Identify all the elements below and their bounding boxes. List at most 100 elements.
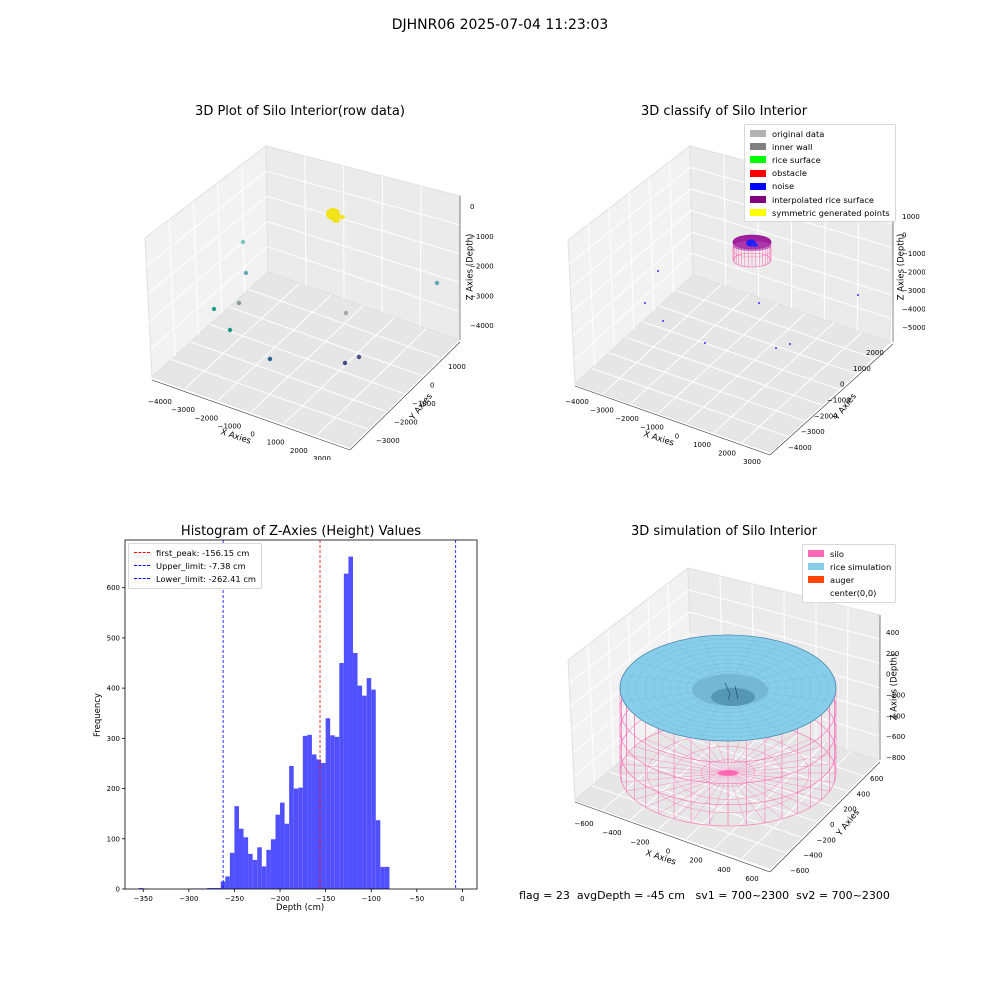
simulation-x-tick: 400 <box>717 866 730 874</box>
raw-point <box>267 356 273 362</box>
histogram-legend-entry: Lower_limit: -262.41 cm <box>129 572 261 585</box>
raw-point <box>227 327 233 333</box>
legend-swatch <box>750 182 766 190</box>
simulation-legend-entry: auger <box>803 573 895 586</box>
histogram-bar <box>321 762 326 889</box>
raw-x-tick: 3000 <box>313 455 331 460</box>
raw-z-tick: −2000 <box>470 263 494 271</box>
histogram-chart[interactable]: −350 −300 −250 −200 −150 −100 −50 0 0 100 200 300 4… <box>90 535 490 920</box>
histogram-x-ticks: −350 −300 −250 −200 −150 −100 −50 0 <box>134 889 465 903</box>
histogram-bar <box>216 887 221 889</box>
simulation-z-tick: −600 <box>886 733 905 741</box>
legend-line <box>134 565 150 567</box>
silo-center <box>718 770 738 776</box>
histogram-bar <box>289 765 294 889</box>
histogram-x-tick: −50 <box>409 895 424 903</box>
simulation-legend: silo rice simulation auger center(0,0) <box>802 544 896 603</box>
classify-x-tick: 0 <box>675 432 679 440</box>
histogram-y-tick: 100 <box>107 835 120 843</box>
raw-x-tick: 0 <box>250 431 254 439</box>
raw-y-ticks: 1000 0 −1000 −2000 −3000 <box>376 363 466 445</box>
noise-point <box>657 270 659 272</box>
classify-y-tick: −1000 <box>827 397 851 405</box>
histogram-bar <box>334 736 340 889</box>
simulation-x-tick: −400 <box>602 829 621 837</box>
raw-point <box>211 306 217 312</box>
simulation-z-tick: 0 <box>886 671 890 679</box>
legend-label: obstacle <box>772 168 807 179</box>
legend-line <box>134 578 150 580</box>
histogram-bar <box>325 718 331 889</box>
raw-z-tick: −4000 <box>470 322 494 330</box>
raw-x-tick: 2000 <box>290 447 308 455</box>
classify-plot-title: 3D classify of Silo Interior <box>640 104 808 119</box>
classify-rice-cylinder <box>732 234 772 268</box>
histogram-title: Histogram of Z-Axies (Height) Values <box>180 524 422 539</box>
raw-x-ticks: −4000−3000−2000−1000 0 1000 2000 3000 <box>148 398 331 460</box>
classify-legend-entry: symmetric generated points <box>745 206 895 219</box>
raw-x-tick: 1000 <box>267 439 285 447</box>
histogram-bar <box>207 887 212 889</box>
raw-y-tick: −2000 <box>394 419 418 427</box>
histogram-bar <box>357 685 363 889</box>
histogram-bar <box>280 802 285 889</box>
histogram-bar <box>298 787 303 889</box>
simulation-y-tick: 600 <box>870 775 883 783</box>
raw-x-tick: −2000 <box>194 414 218 422</box>
raw-point <box>240 239 246 245</box>
simulation-title: 3D simulation of Silo Interior <box>631 524 817 539</box>
classify-legend-entry: inner wall <box>745 140 895 153</box>
simulation-legend-entry: silo <box>803 547 895 560</box>
raw-plot-title: 3D Plot of Silo Interior(row data) <box>195 104 405 119</box>
histogram-bar <box>234 806 239 889</box>
raw-3d-axis-lines <box>151 196 461 451</box>
histogram-bar <box>275 814 281 889</box>
legend-label: noise <box>772 181 795 192</box>
raw-scatter-points <box>211 239 440 366</box>
simulation-x-tick: −200 <box>630 838 649 846</box>
simulation-x-tick: 600 <box>745 875 758 883</box>
silo-floor-ring <box>673 746 783 800</box>
simulation-x-tick: 0 <box>666 848 670 856</box>
histogram-bar <box>284 823 290 889</box>
legend-swatch <box>750 169 766 177</box>
simulation-z-tick: 400 <box>886 629 899 637</box>
histogram-x-tick: −350 <box>134 895 153 903</box>
histogram-bar <box>362 695 367 889</box>
legend-swatch <box>750 156 766 164</box>
histogram-bar <box>211 887 217 889</box>
raw-x-tick: −4000 <box>148 398 172 406</box>
histogram-x-tick: −100 <box>362 895 381 903</box>
simulation-3d-grid <box>568 575 880 859</box>
noise-point <box>704 342 706 344</box>
histogram-bar <box>229 852 235 889</box>
silo-floor-ring <box>700 759 756 787</box>
classify-y-ticks: 2000 1000 0 −1000 −2000 −3000 −4000 <box>788 349 884 452</box>
histogram-legend: first_peak: -156.15 cm Upper_limit: -7.38… <box>128 543 262 589</box>
histogram-y-tick: 0 <box>116 886 120 894</box>
histogram-x-tick: 0 <box>460 895 464 903</box>
raw-y-tick: 1000 <box>448 363 466 371</box>
classify-z-tick: −1000 <box>902 250 925 258</box>
classify-z-label: Z Axies (Depth) <box>896 233 907 301</box>
histogram-bar <box>261 866 267 889</box>
legend-swatch <box>808 589 824 597</box>
classify-x-tick: −4000 <box>565 398 589 406</box>
status-text: flag = 23 avgDepth = -45 cm sv1 = 700~23… <box>519 889 890 902</box>
histogram-bar <box>257 847 262 889</box>
raw-z-ticks: 0 −1000 −2000 −3000 −4000 <box>470 203 494 330</box>
raw-z-label: Z Axies (Depth) <box>465 233 476 301</box>
histogram-bar <box>248 853 253 889</box>
classify-z-tick: −5000 <box>902 324 925 332</box>
legend-swatch <box>808 576 824 584</box>
simulation-z-tick: −200 <box>886 692 905 700</box>
legend-swatch <box>750 196 766 204</box>
raw-point <box>343 310 349 316</box>
histogram-bar <box>375 820 381 889</box>
histogram-bar <box>348 556 353 889</box>
classify-legend-entry: original data <box>745 127 895 140</box>
